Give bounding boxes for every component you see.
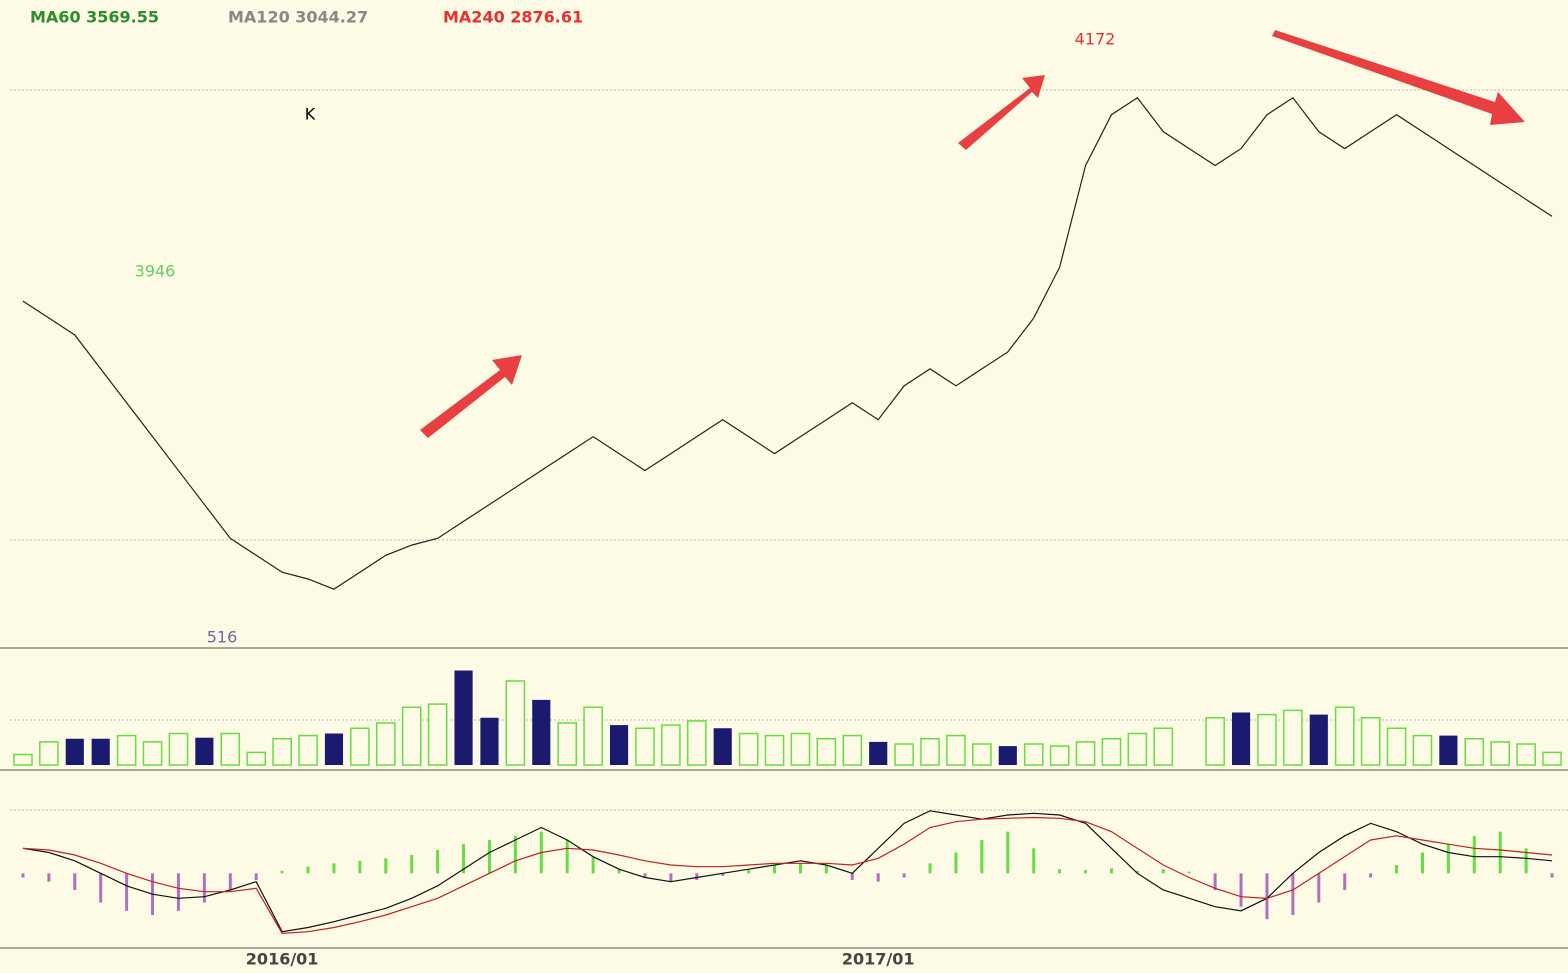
volume-bar bbox=[1231, 712, 1251, 765]
volume-bar bbox=[1205, 717, 1225, 766]
ma-label: MA60 3569.55 bbox=[30, 8, 159, 27]
volume-bar bbox=[946, 734, 966, 766]
volume-bar bbox=[635, 727, 655, 766]
volume-bar bbox=[91, 738, 110, 765]
volume-bar bbox=[1075, 741, 1096, 766]
volume-bar bbox=[505, 680, 526, 766]
volume-bar bbox=[1439, 735, 1458, 765]
volume-bar bbox=[298, 734, 318, 766]
volume-bar bbox=[350, 727, 370, 766]
volume-bar bbox=[1049, 745, 1070, 766]
volume-bar bbox=[1542, 751, 1562, 766]
volume-bar bbox=[1490, 741, 1511, 766]
volume-bar bbox=[246, 751, 267, 766]
ma-label: MA240 2876.61 bbox=[443, 8, 583, 27]
volume-bar bbox=[1283, 709, 1303, 766]
x-tick-label: 2017/01 bbox=[842, 950, 915, 969]
volume-bar bbox=[142, 741, 163, 766]
volume-bar bbox=[869, 741, 888, 765]
volume-bar bbox=[1257, 713, 1277, 766]
volume-bar bbox=[972, 743, 992, 766]
volume-bar bbox=[1153, 727, 1174, 766]
volume-bar bbox=[1516, 743, 1536, 766]
volume-bar bbox=[609, 725, 629, 765]
volume-bar bbox=[324, 733, 344, 765]
volume-bar bbox=[998, 746, 1017, 765]
volume-bar bbox=[1334, 706, 1355, 766]
volume-bar bbox=[1360, 717, 1381, 766]
volume-bar bbox=[842, 734, 863, 766]
volume-bar bbox=[375, 722, 396, 766]
annotation: 3946 bbox=[135, 262, 176, 281]
volume-bar bbox=[1412, 734, 1433, 766]
volume-bar bbox=[272, 738, 292, 766]
volume-bar bbox=[764, 734, 785, 766]
arrow bbox=[958, 75, 1045, 150]
volume-bar bbox=[738, 732, 759, 766]
volume-bar bbox=[1464, 738, 1485, 766]
arrow bbox=[420, 355, 522, 438]
volume-bar bbox=[816, 738, 837, 766]
volume-bar bbox=[427, 703, 448, 766]
volume-bar bbox=[557, 722, 578, 766]
volume-bar bbox=[583, 706, 603, 766]
volume-bar bbox=[686, 720, 707, 766]
ma-label: MA120 3044.27 bbox=[228, 8, 368, 27]
annotation: 4172 bbox=[1075, 30, 1116, 49]
volume-bar bbox=[480, 717, 499, 765]
volume-bar bbox=[1309, 714, 1328, 765]
volume-bar bbox=[195, 737, 214, 765]
volume-bar bbox=[790, 732, 811, 766]
volume-bar bbox=[13, 753, 33, 766]
volume-bar bbox=[39, 741, 59, 766]
volume-bar bbox=[1101, 738, 1122, 766]
volume-bar bbox=[1127, 732, 1148, 766]
arrow bbox=[1272, 30, 1525, 125]
volume-bar bbox=[116, 734, 137, 766]
volume-bar bbox=[1386, 727, 1407, 766]
macd-line bbox=[22, 816, 1553, 934]
price-line bbox=[22, 96, 1553, 590]
volume-bar bbox=[920, 738, 940, 766]
volume-bar bbox=[661, 724, 681, 766]
volume-bar bbox=[454, 670, 473, 765]
volume-bar bbox=[713, 728, 732, 765]
annotation: 516 bbox=[207, 628, 238, 647]
annotation: K bbox=[305, 105, 316, 124]
volume-bar bbox=[65, 738, 84, 765]
volume-bar bbox=[168, 732, 189, 766]
volume-bar bbox=[401, 706, 422, 766]
volume-bar bbox=[532, 699, 551, 765]
volume-bar bbox=[220, 732, 241, 766]
volume-bar bbox=[1023, 743, 1044, 766]
x-tick-label: 2016/01 bbox=[246, 950, 319, 969]
volume-bar bbox=[894, 743, 914, 766]
